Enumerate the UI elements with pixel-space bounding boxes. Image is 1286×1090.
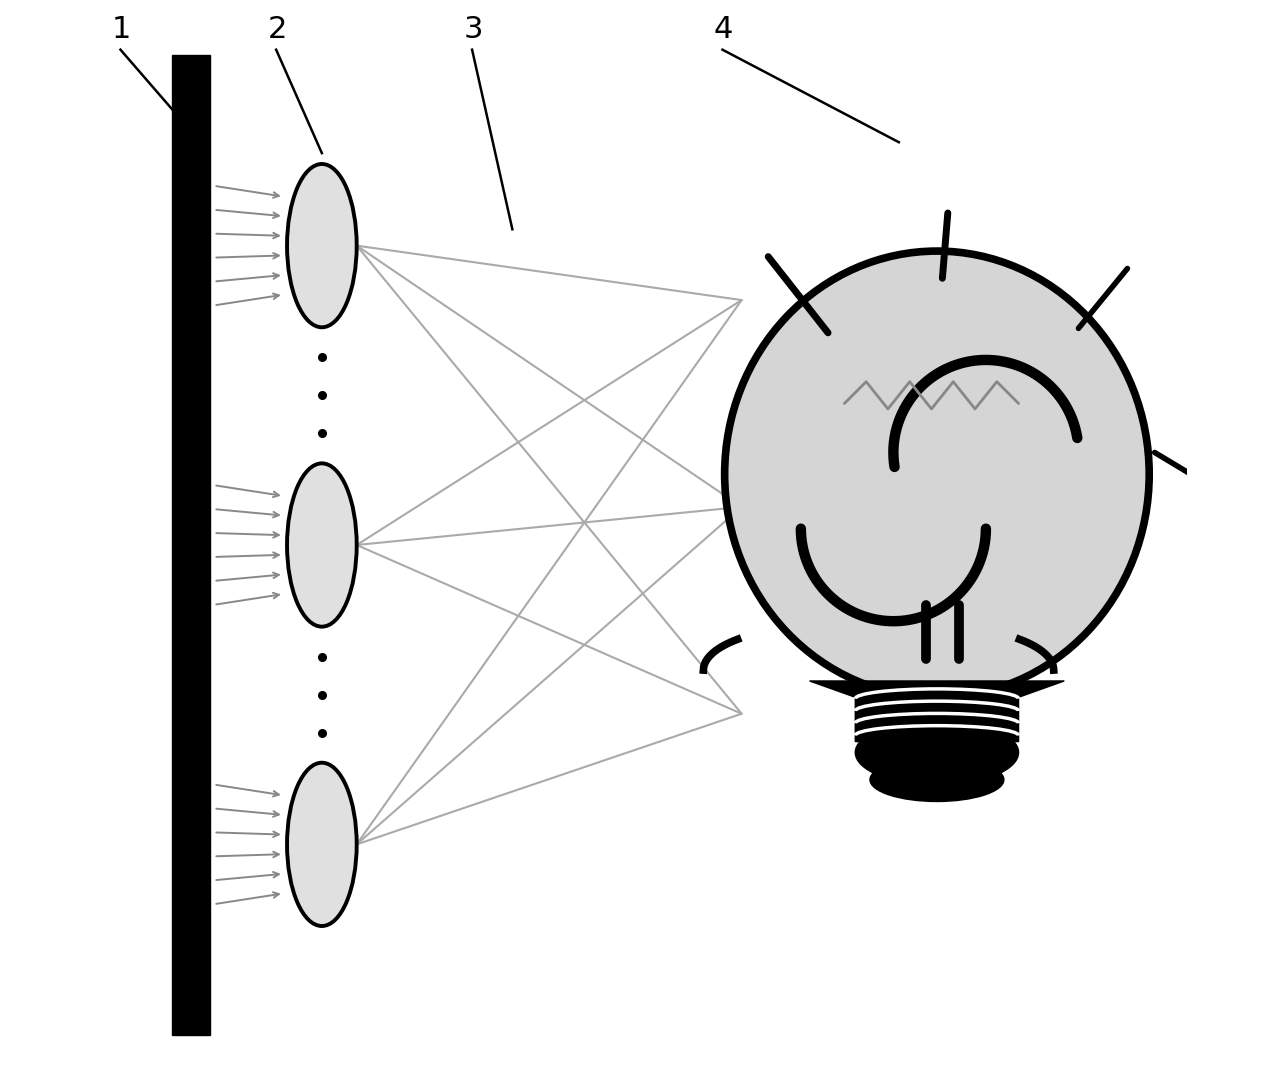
Ellipse shape bbox=[287, 763, 356, 926]
Ellipse shape bbox=[287, 463, 356, 627]
Polygon shape bbox=[810, 681, 1065, 741]
Ellipse shape bbox=[724, 251, 1150, 698]
Text: 2: 2 bbox=[267, 15, 287, 45]
Ellipse shape bbox=[869, 758, 1004, 801]
Bar bbox=[172, 56, 211, 1034]
Text: 3: 3 bbox=[463, 15, 482, 45]
Ellipse shape bbox=[287, 164, 356, 327]
Text: 1: 1 bbox=[112, 15, 131, 45]
Text: 4: 4 bbox=[714, 15, 733, 45]
Ellipse shape bbox=[855, 719, 1019, 785]
